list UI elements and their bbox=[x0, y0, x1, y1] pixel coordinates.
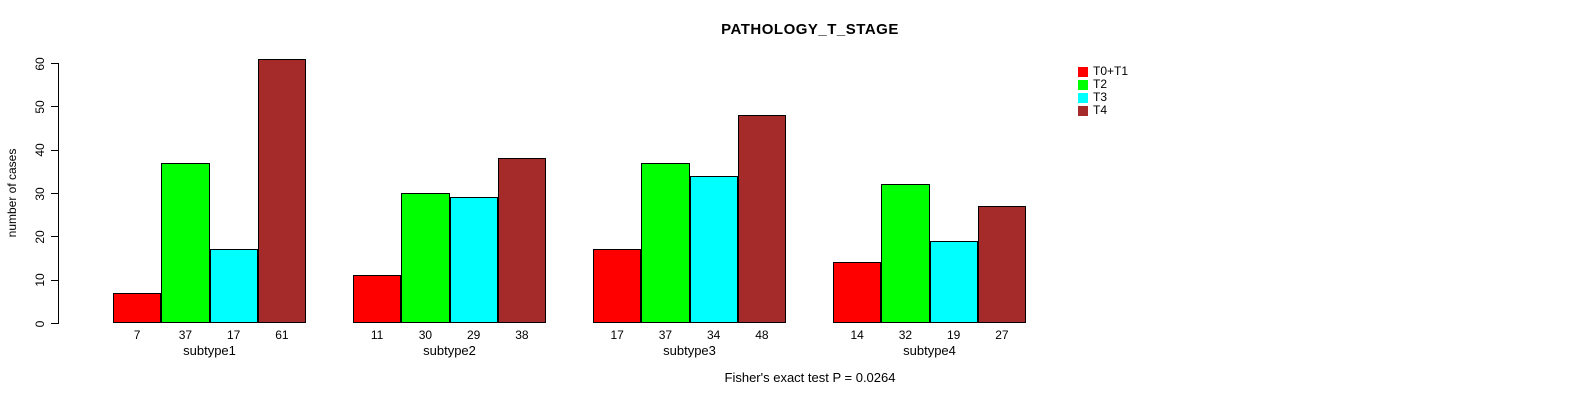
legend-label: T4 bbox=[1093, 103, 1108, 117]
legend-label: T0+T1 bbox=[1093, 64, 1129, 78]
legend-swatch-icon bbox=[1078, 79, 1088, 90]
y-axis-tick-label: 10 bbox=[33, 273, 47, 287]
legend: T0+T1 T2 T3 T4 bbox=[1078, 65, 1128, 117]
legend-row: T3 bbox=[1078, 91, 1128, 104]
bar-t3-subtype3 bbox=[689, 175, 738, 323]
bar-value-label: 17 bbox=[610, 328, 624, 342]
y-axis-tick-label: 20 bbox=[33, 230, 47, 244]
bar-t4-subtype3 bbox=[737, 115, 786, 323]
legend-row: T0+T1 bbox=[1078, 65, 1128, 78]
category-label-subtype3: subtype3 bbox=[663, 343, 716, 358]
stat-annotation: Fisher's exact test P = 0.0264 bbox=[724, 370, 896, 385]
bar-t3-subtype1 bbox=[209, 249, 258, 323]
y-axis-title: number of cases bbox=[5, 148, 19, 238]
bar-value-label: 11 bbox=[370, 328, 384, 342]
bar-t4-subtype4 bbox=[977, 206, 1026, 323]
bar-value-label: 34 bbox=[706, 328, 721, 342]
y-axis-tick-label: 60 bbox=[33, 56, 47, 71]
y-axis-tick-label: 40 bbox=[33, 143, 47, 157]
legend-swatch-icon bbox=[1078, 105, 1088, 116]
bar-t0-t1-subtype2 bbox=[353, 275, 402, 323]
y-axis-tick-label: 50 bbox=[33, 100, 47, 114]
y-axis-tick bbox=[51, 63, 58, 64]
bar-value-label: 48 bbox=[755, 328, 769, 342]
y-axis-tick bbox=[51, 323, 58, 324]
y-axis-line bbox=[58, 63, 59, 324]
legend-row: T2 bbox=[1078, 78, 1128, 91]
y-axis-tick-label: 30 bbox=[33, 186, 47, 201]
chart-title: PATHOLOGY_T_STAGE bbox=[721, 21, 899, 38]
bar-t2-subtype3 bbox=[641, 162, 690, 323]
legend-swatch-icon bbox=[1078, 66, 1088, 77]
bar-value-label: 37 bbox=[178, 328, 193, 342]
y-axis-tick bbox=[51, 236, 58, 238]
bar-t0-t1-subtype1 bbox=[113, 292, 162, 323]
bar-value-label: 17 bbox=[226, 328, 241, 342]
category-label-subtype1: subtype1 bbox=[183, 343, 236, 358]
category-label-subtype4: subtype4 bbox=[903, 343, 956, 358]
bar-value-label: 38 bbox=[515, 328, 529, 342]
legend-row: T4 bbox=[1078, 104, 1128, 117]
legend-label: T3 bbox=[1093, 90, 1108, 104]
bar-t2-subtype1 bbox=[161, 162, 210, 323]
y-axis-tick bbox=[51, 193, 58, 194]
bar-value-label: 32 bbox=[898, 328, 913, 342]
bar-value-label: 7 bbox=[133, 328, 141, 342]
bar-value-label: 14 bbox=[850, 328, 864, 342]
bar-t3-subtype2 bbox=[449, 197, 498, 323]
bar-t0-t1-subtype4 bbox=[833, 262, 882, 323]
category-label-subtype2: subtype2 bbox=[423, 343, 476, 358]
y-axis-tick bbox=[51, 279, 58, 281]
bar-value-label: 37 bbox=[658, 328, 673, 342]
legend-label: T2 bbox=[1093, 77, 1108, 91]
bar-t2-subtype4 bbox=[881, 184, 930, 323]
bar-t4-subtype2 bbox=[497, 158, 546, 323]
y-axis-tick-label: 0 bbox=[33, 320, 47, 327]
y-axis-tick bbox=[51, 149, 58, 151]
bar-t0-t1-subtype3 bbox=[593, 249, 642, 323]
bar-value-label: 61 bbox=[275, 328, 289, 342]
bar-value-label: 30 bbox=[418, 328, 433, 342]
bar-value-label: 19 bbox=[946, 328, 961, 342]
bar-value-label: 27 bbox=[995, 328, 1009, 342]
legend-swatch-icon bbox=[1078, 92, 1088, 103]
bar-t2-subtype2 bbox=[401, 193, 450, 323]
y-axis-tick bbox=[51, 106, 58, 108]
bar-t3-subtype4 bbox=[929, 240, 978, 323]
bar-t4-subtype1 bbox=[257, 58, 306, 323]
bar-value-label: 29 bbox=[466, 328, 481, 342]
